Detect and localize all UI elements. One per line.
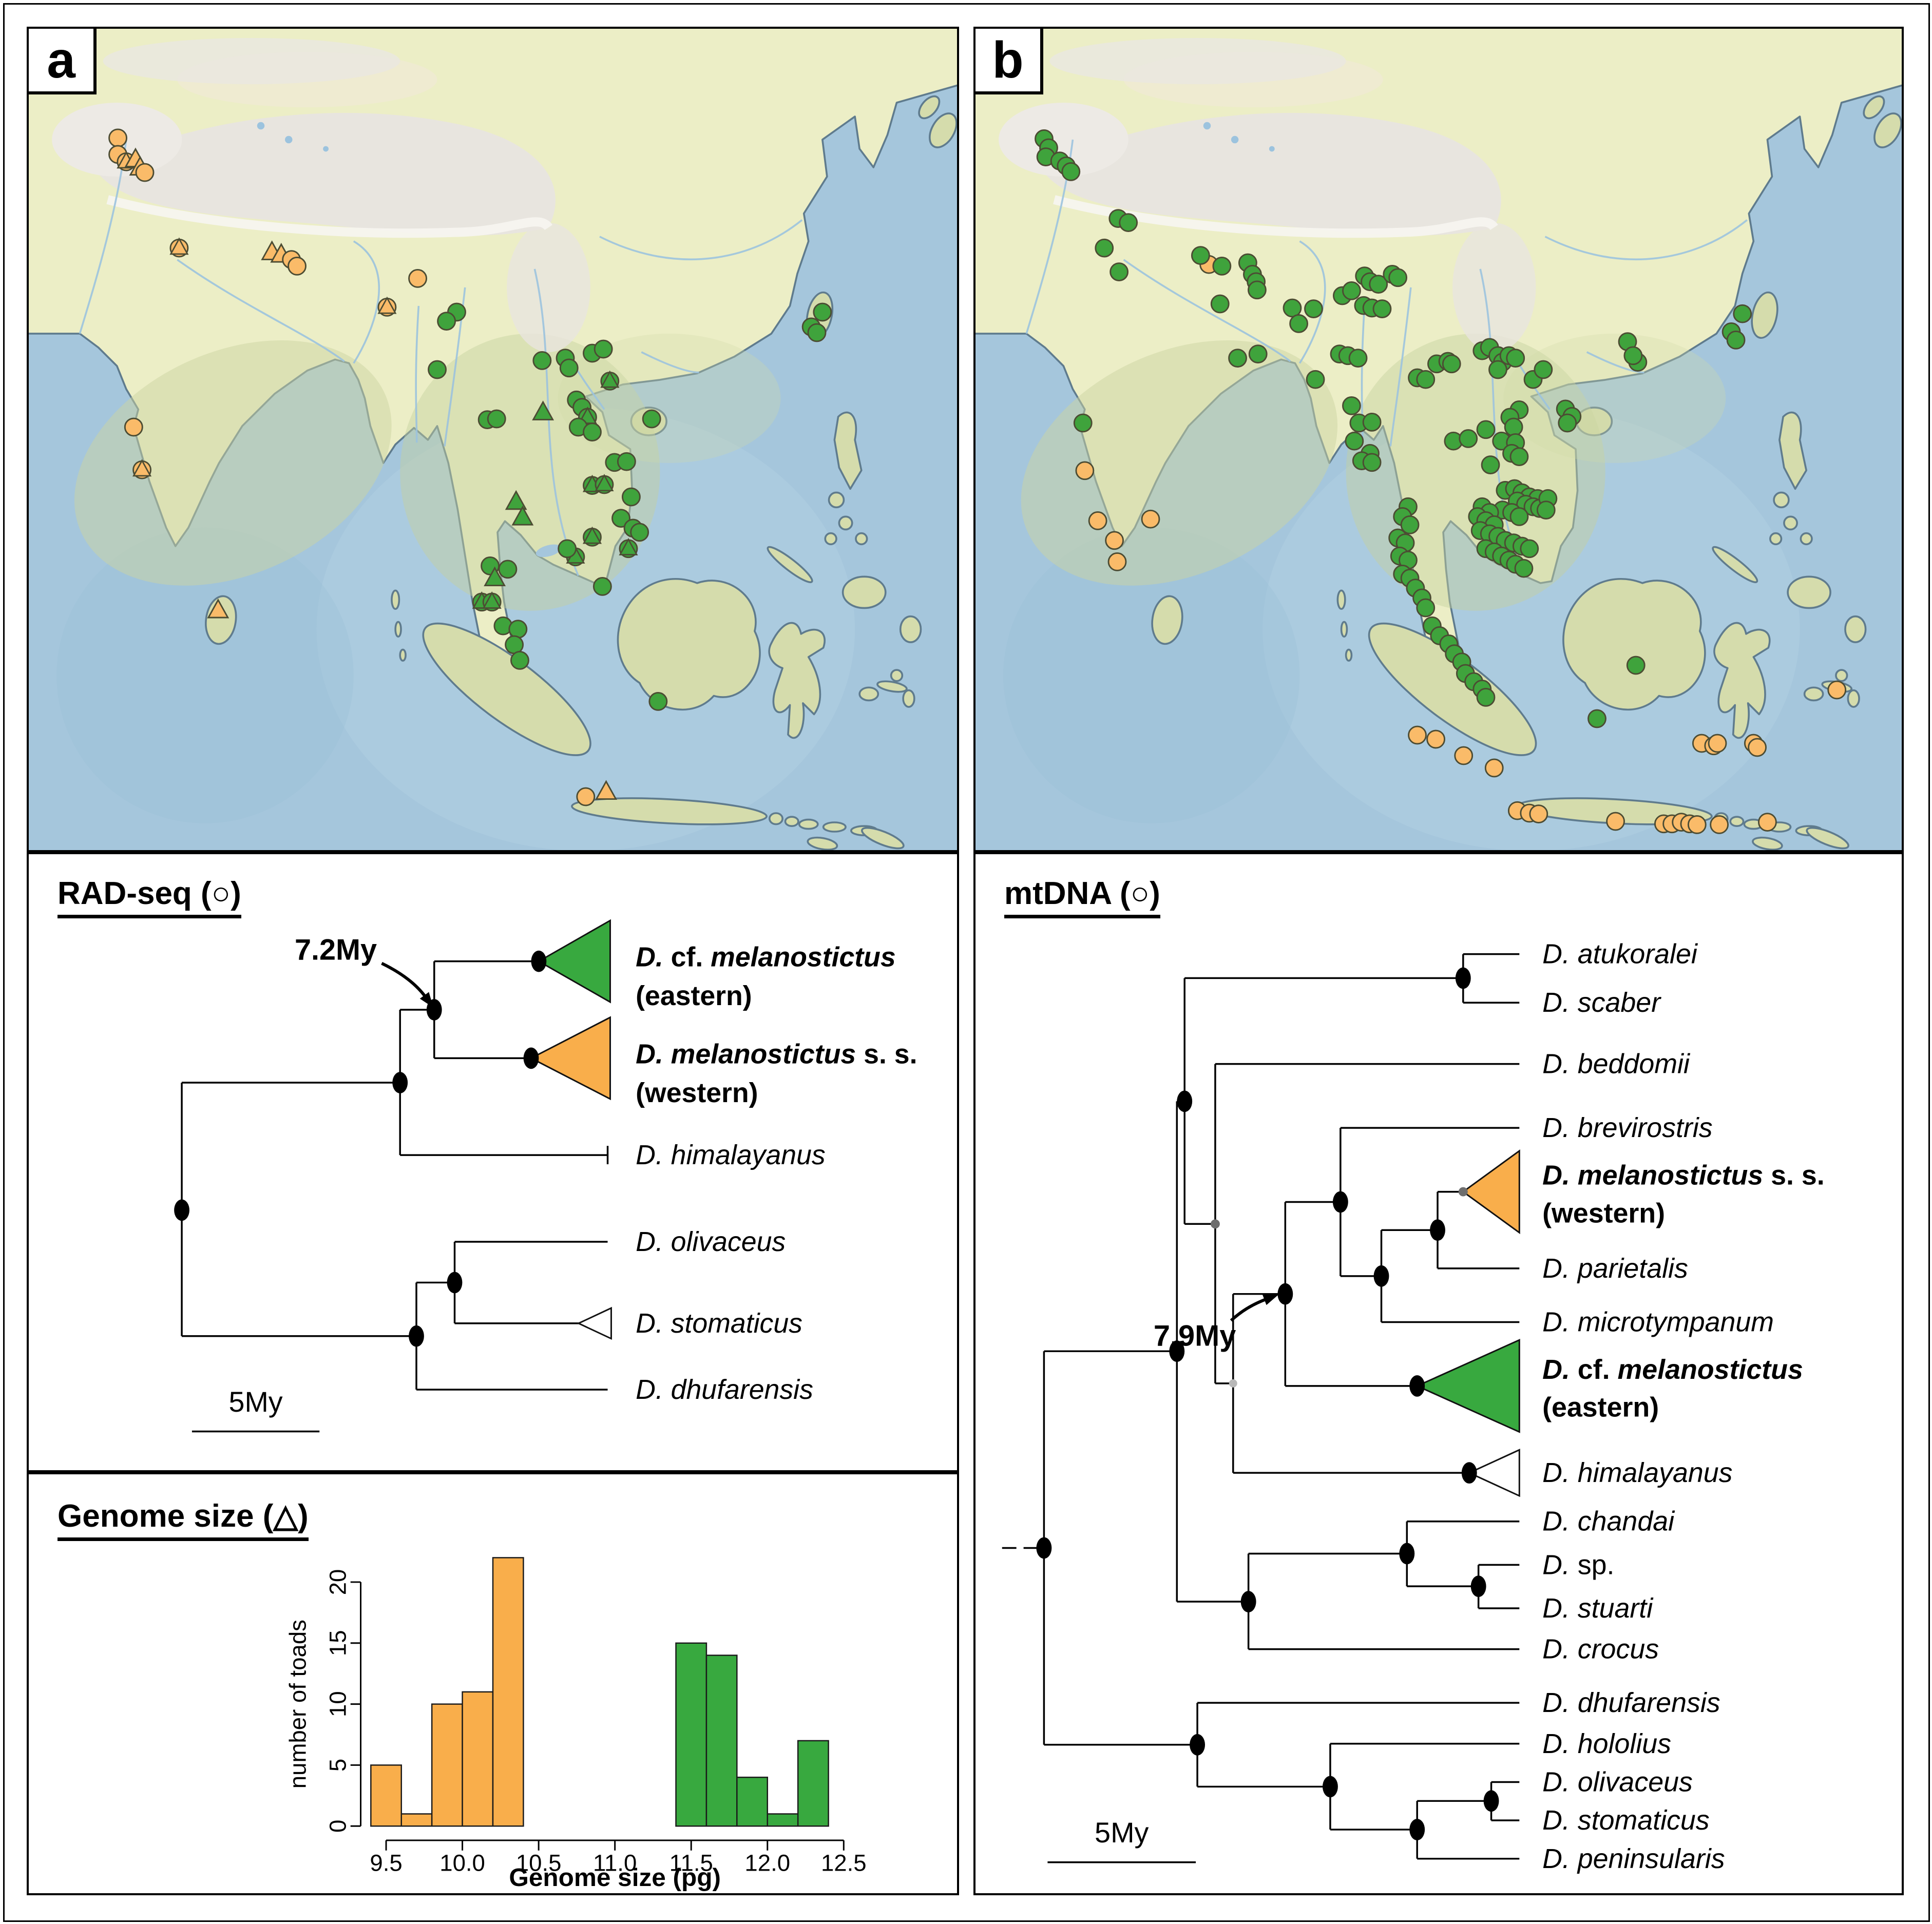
tip-label: D. himalayanus [636,1140,826,1170]
divergence-time-label: 7.2My [295,934,377,967]
tip-label: D. dhufarensis [1542,1687,1720,1718]
x-tick-label: 11.5 [669,1850,713,1876]
clade-triangle-open [1467,1449,1520,1497]
tip-label: D. sp. [1542,1549,1614,1580]
tip-label: D. microtympanum [1542,1306,1774,1337]
x-tick-label: 12.5 [821,1850,867,1876]
tip-label: D. melanostictus s. s. [1542,1160,1825,1191]
mtdna-title: mtDNA (○) [1004,875,1160,918]
tip-labels: D. atukoralei D. scaber D. beddomii D. brev… [1542,939,1825,1874]
tip-labels: D. cf. melanostictus (eastern) D. melanost… [636,942,917,1405]
histogram-bar [736,1776,768,1827]
tip-label: D. stomaticus [1542,1805,1710,1836]
tip-label: D. crocus [1542,1634,1659,1665]
tip-label: (western) [1542,1198,1665,1228]
y-tick-label: 10 [324,1691,351,1717]
tip-label: D. chandai [1542,1506,1675,1537]
histogram-bar [705,1654,738,1827]
x-tick-label: 12.0 [744,1850,790,1876]
phylo-tree [1002,953,1520,1860]
tip-label: D. melanostictus s. s. [636,1038,917,1069]
tip-label: D. peninsularis [1542,1843,1725,1874]
tip-label: D. cf. melanostictus [1542,1354,1803,1385]
histogram-bar [462,1691,494,1827]
x-tick-label: 10.0 [439,1850,485,1876]
tip-label: D. stuarti [1542,1593,1654,1624]
tip-label: D. olivaceus [636,1226,786,1257]
tip-label: D. parietalis [1542,1253,1688,1284]
tip-label: (western) [636,1078,758,1108]
panel-b-badge: b [975,29,1043,94]
tip-label: (eastern) [636,980,752,1011]
tip-label: D. stomaticus [636,1308,802,1339]
tip-label: D. cf. melanostictus [636,942,896,973]
y-tick-label: 0 [324,1820,351,1833]
sample-markers [108,128,832,806]
annotation-arrow [1230,1297,1267,1322]
panel-a-map: a [27,27,959,852]
tip-label: D. himalayanus [1542,1457,1732,1488]
y-tick-label: 20 [324,1569,351,1595]
y-tick-label: 5 [324,1759,351,1772]
genome-size-histogram-svg: 9.5 10.0 10.5 11.0 11.5 12.0 12.5 0 5 10 15 20 numbe… [285,1557,867,1892]
panel-a-badge: a [29,29,97,94]
x-tick-label: 11.0 [593,1850,637,1876]
clade-triangle-orange [529,1016,611,1101]
histogram-bar [431,1703,463,1827]
histogram-bar [675,1642,707,1827]
x-tick-label: 10.5 [516,1850,562,1876]
clade-triangle-orange [1462,1149,1520,1235]
x-axis-label: Genome size (pg) [509,1863,721,1892]
clade-triangle-green [537,919,611,1004]
tip-label: D. beddomii [1542,1049,1691,1080]
tip-label: D. atukoralei [1542,939,1698,970]
y-axis-label: number of toads [285,1620,311,1788]
annotation-arrow [381,961,427,998]
histogram-bar [797,1740,829,1827]
tip-label: (eastern) [1542,1392,1659,1423]
y-tick-label: 15 [324,1630,351,1656]
rad-seq-tree-svg: D. cf. melanostictus (eastern) D. melanost… [174,919,917,1433]
tip-label: D. brevirostris [1542,1112,1713,1143]
rad-seq-tree-panel: D. cf. melanostictus (eastern) D. melanost… [27,852,959,1472]
tip-label: D. dhufarensis [636,1374,813,1405]
rad-seq-title: RAD-seq (○) [58,875,241,918]
mtdna-tree-svg: D. atukoralei D. scaber D. beddomii D. brev… [1002,939,1825,1874]
histogram-bar [370,1764,402,1827]
scale-bar-label: 5My [229,1386,283,1418]
genome-size-panel: 9.5 10.0 10.5 11.0 11.5 12.0 12.5 0 5 10 15 20 numbe… [27,1472,959,1895]
map-b-svg [975,29,1902,850]
tip-label: D. olivaceus [1542,1766,1693,1797]
divergence-time-label: 7.9My [1154,1319,1236,1352]
scale-bar-label: 5My [1095,1817,1149,1849]
sample-markers [1035,129,1847,834]
x-tick-label: 9.5 [370,1850,402,1876]
panel-b-map: b [973,27,1904,852]
tip-label: D. scaber [1542,987,1661,1018]
genome-size-title: Genome size (△) [58,1497,309,1541]
phylo-tree [174,919,612,1391]
mtdna-tree-panel: D. atukoralei D. scaber D. beddomii D. brev… [973,852,1904,1895]
map-a-svg [29,29,957,850]
histogram: 9.5 10.0 10.5 11.0 11.5 12.0 12.5 0 5 10 15 20 numbe… [285,1557,867,1892]
histogram-bar [400,1813,433,1827]
clade-triangle-open [577,1306,612,1340]
histogram-bar [767,1813,799,1827]
tip-label: D. hololius [1542,1728,1671,1759]
clade-triangle-green [1415,1338,1520,1433]
histogram-bar [492,1557,524,1827]
